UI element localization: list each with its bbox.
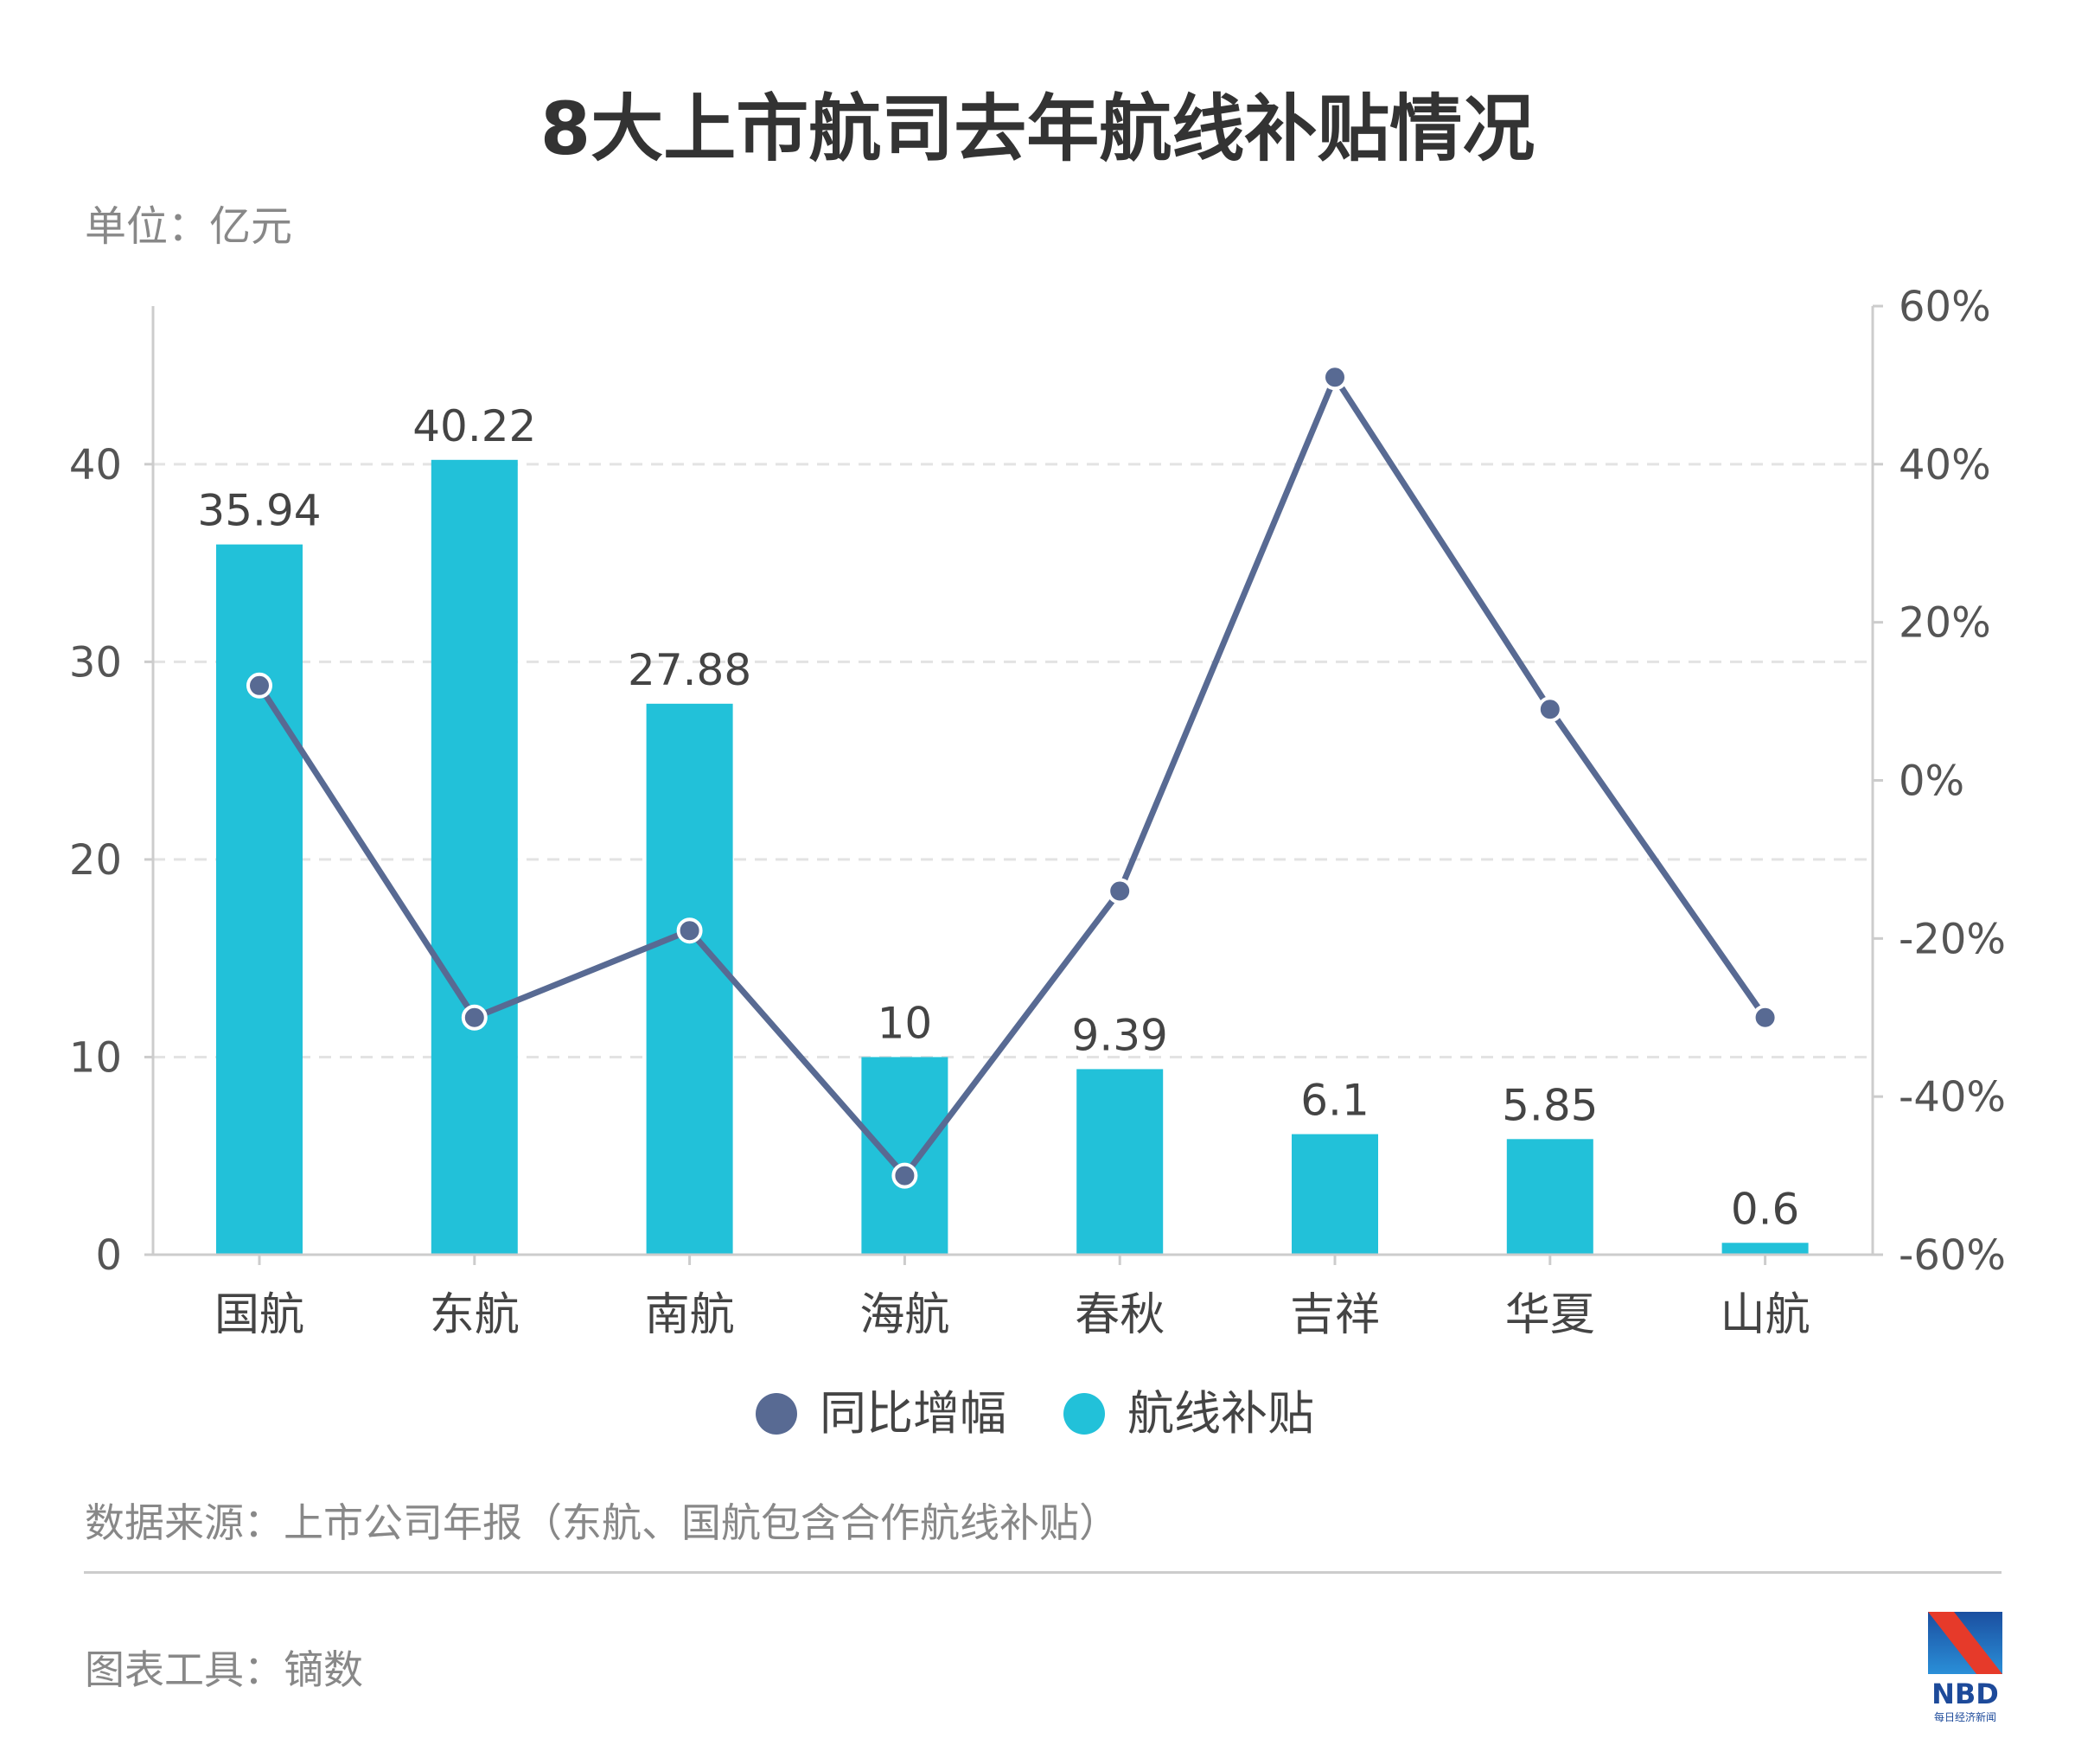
x-tick-label: 海航 [859,1289,949,1341]
divider [84,1571,2002,1574]
svg-text:每日经济新闻: 每日经济新闻 [1934,1710,1996,1723]
bars [216,459,1809,1255]
bar-value-label: 27.88 [628,645,751,695]
bar-value-label: 35.94 [197,486,321,536]
bar-value-label: 40.22 [412,401,536,451]
axes [144,304,1883,1265]
bar-吉祥 [1292,1134,1378,1255]
bar-value-label: 0.6 [1731,1184,1800,1234]
x-tick-label: 山航 [1721,1289,1810,1341]
growth-point-海航 [891,1162,918,1189]
right-tick-label: 40% [1899,441,1991,489]
bar-value-label: 5.85 [1502,1080,1598,1130]
growth-point-春秋 [1107,878,1133,904]
growth-point-南航 [676,917,703,944]
growth-line-path [257,374,1768,1179]
right-tick-label: -60% [1899,1231,2006,1280]
legend-label: 航线补贴 [1127,1386,1314,1441]
nbd-logo: NBD 每日经济新闻 [1926,1610,2004,1727]
bar-东航 [431,459,518,1255]
left-tick-label: 40 [69,441,122,489]
x-tick-label: 南航 [645,1289,735,1341]
legend-marker [756,1393,797,1435]
growth-point-吉祥 [1322,364,1348,391]
x-tick-label: 春秋 [1075,1289,1165,1341]
chart-tool: 图表工具：镝数 [85,1646,363,1693]
left-tick-label: 20 [69,836,122,885]
bar-华夏 [1506,1139,1593,1255]
legend: 同比增幅 航线补贴 [756,1386,1314,1441]
growth-point-山航 [1752,1004,1778,1031]
left-tick-label: 30 [69,638,122,687]
chart-title: 8大上市航司去年航线补贴情况 [540,86,1536,171]
left-tick-label: 0 [95,1231,122,1280]
right-tick-label: -20% [1899,915,2006,963]
bar-value-label: 10 [878,998,933,1048]
bar-国航 [216,544,303,1255]
bar-南航 [646,703,733,1255]
right-tick-label: 20% [1899,599,1991,648]
left-tick-label: 10 [69,1033,122,1082]
bar-value-label: 9.39 [1072,1010,1168,1060]
growth-point-华夏 [1536,696,1563,723]
growth-line [246,364,1778,1189]
bar-春秋 [1076,1069,1164,1255]
right-tick-label: -40% [1899,1073,2006,1122]
unit-label: 单位：亿元 [85,202,293,251]
growth-point-国航 [246,672,272,699]
x-tick-label: 华夏 [1505,1289,1595,1341]
growth-point-东航 [461,1004,488,1031]
x-tick-label: 国航 [214,1289,304,1341]
x-tick-label: 吉祥 [1290,1289,1380,1341]
legend-label: 同比增幅 [820,1386,1006,1441]
labels: 0 10 20 30 40 -60% -40% -20% 0% 20% 40% 60% 国航 35.94 东… [69,283,2006,1341]
bar-海航 [861,1057,948,1255]
legend-marker [1063,1393,1105,1435]
data-source: 数据来源：上市公司年报（东航、国航包含合作航线补贴） [85,1499,1119,1546]
gridlines [153,463,1873,1058]
bar-山航 [1721,1243,1809,1255]
right-tick-label: 0% [1899,757,1964,806]
svg-text:NBD: NBD [1931,1678,1999,1710]
right-tick-label: 60% [1899,283,1991,331]
x-tick-label: 东航 [430,1289,520,1341]
bar-value-label: 6.1 [1300,1076,1370,1126]
